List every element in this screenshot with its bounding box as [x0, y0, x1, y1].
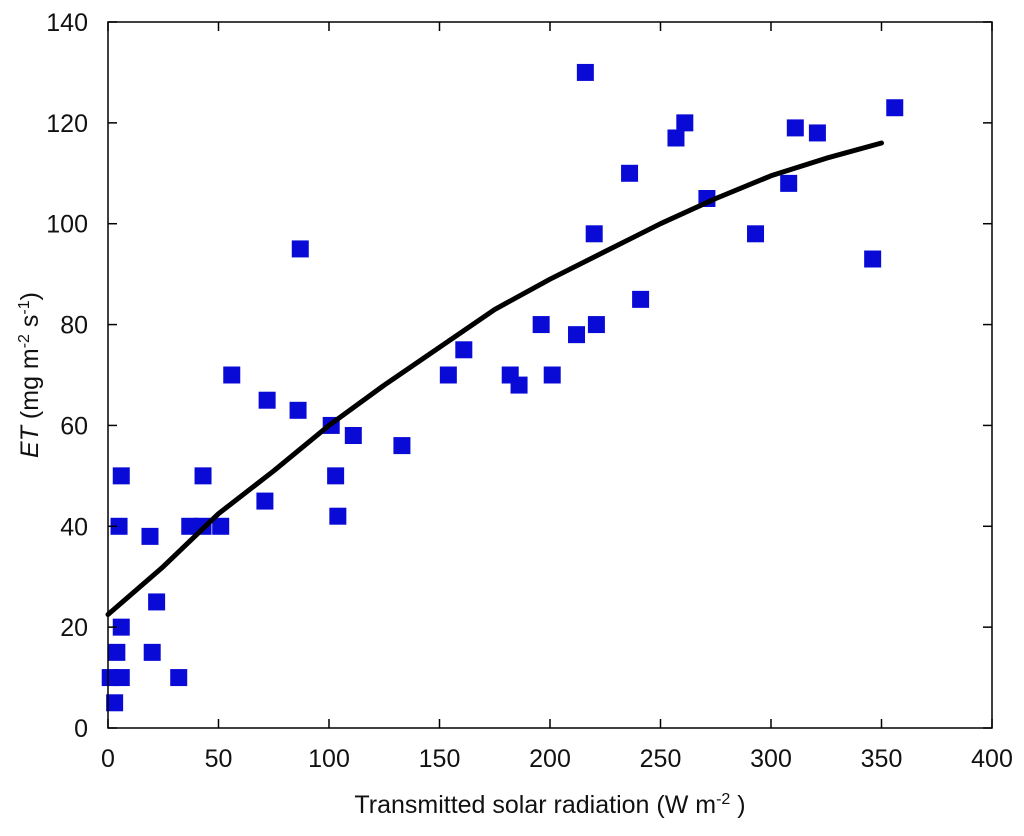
scatter-point — [112, 467, 130, 485]
scatter-point — [786, 119, 804, 137]
x-tick-label: 150 — [419, 745, 461, 773]
x-tick-label: 0 — [101, 745, 115, 773]
scatter-point — [510, 376, 528, 394]
x-tick-label: 200 — [529, 745, 571, 773]
axis-ticks: 0 50 100 150 200 250 300 350 400 0 20 40 60 80 100 120 1… — [46, 9, 1013, 773]
chart-marks — [101, 63, 904, 712]
y-axis-title-mid: s — [16, 315, 44, 334]
scatter-point — [181, 517, 199, 535]
scatter-point — [141, 527, 159, 545]
y-tick-label: 80 — [60, 312, 88, 340]
scatter-point — [864, 250, 882, 268]
scatter-point — [886, 99, 904, 117]
y-tick-label: 20 — [60, 614, 88, 642]
y-axis-title-var: ET — [16, 424, 44, 458]
y-tick-label: 140 — [46, 9, 88, 37]
fit-curve — [105, 140, 884, 617]
scatter-point — [587, 316, 605, 334]
scatter-point — [329, 507, 347, 525]
scatter-point — [667, 129, 685, 147]
scatter-point — [532, 316, 550, 334]
y-axis-title-close: ) — [16, 292, 44, 300]
y-axis-title-sup2: -1 — [16, 300, 33, 314]
scatter-point — [585, 225, 603, 243]
scatter-point — [110, 517, 128, 535]
y-tick-label: 40 — [60, 513, 88, 541]
scatter-point — [393, 437, 411, 455]
scatter-point — [108, 643, 126, 661]
x-tick-label: 300 — [750, 745, 792, 773]
scatter-point — [808, 124, 826, 142]
scatter-point — [327, 467, 345, 485]
scatter-point — [621, 164, 639, 182]
x-axis-title-main: Transmitted solar radiation (W m — [354, 791, 716, 819]
y-axis-title-sup1: -2 — [16, 334, 33, 348]
scatter-point — [439, 366, 457, 384]
scatter-point — [747, 225, 765, 243]
scatter-point — [455, 341, 473, 359]
x-axis-title-close: ) — [730, 791, 745, 819]
scatter-point — [632, 290, 650, 308]
scatter-point — [106, 694, 124, 712]
scatter-point — [258, 391, 276, 409]
scatter-point — [780, 174, 798, 192]
x-tick-label: 350 — [861, 745, 903, 773]
x-axis-title: Transmitted solar radiation (W m-2 ) — [354, 791, 745, 819]
scatter-point — [223, 366, 241, 384]
x-tick-label: 250 — [640, 745, 682, 773]
y-axis-title: ET (mg m-2 s-1) — [16, 292, 44, 458]
scatter-point — [170, 669, 188, 687]
x-tick-label: 400 — [971, 745, 1013, 773]
scatter-point — [212, 517, 230, 535]
scatter-point — [576, 63, 594, 81]
scatter-point — [143, 643, 161, 661]
scatter-point — [344, 427, 362, 445]
scatter-point — [568, 326, 586, 344]
x-axis-title-sup: -2 — [716, 791, 730, 808]
scatter-point — [148, 593, 166, 611]
scatter-point — [291, 240, 309, 258]
scatter-point — [543, 366, 561, 384]
y-tick-label: 120 — [46, 110, 88, 138]
scatter-point — [676, 114, 694, 132]
x-tick-label: 100 — [308, 745, 350, 773]
scatter-point — [289, 401, 307, 419]
y-axis-title-main: (mg m — [16, 348, 44, 426]
y-tick-label: 60 — [60, 412, 88, 440]
y-tick-label: 0 — [74, 715, 88, 743]
scatter-point — [112, 618, 130, 636]
scatter-point — [112, 669, 130, 687]
y-tick-label: 100 — [46, 211, 88, 239]
scatter-point — [194, 467, 212, 485]
x-tick-label: 50 — [205, 745, 233, 773]
scatter-point — [256, 492, 274, 510]
